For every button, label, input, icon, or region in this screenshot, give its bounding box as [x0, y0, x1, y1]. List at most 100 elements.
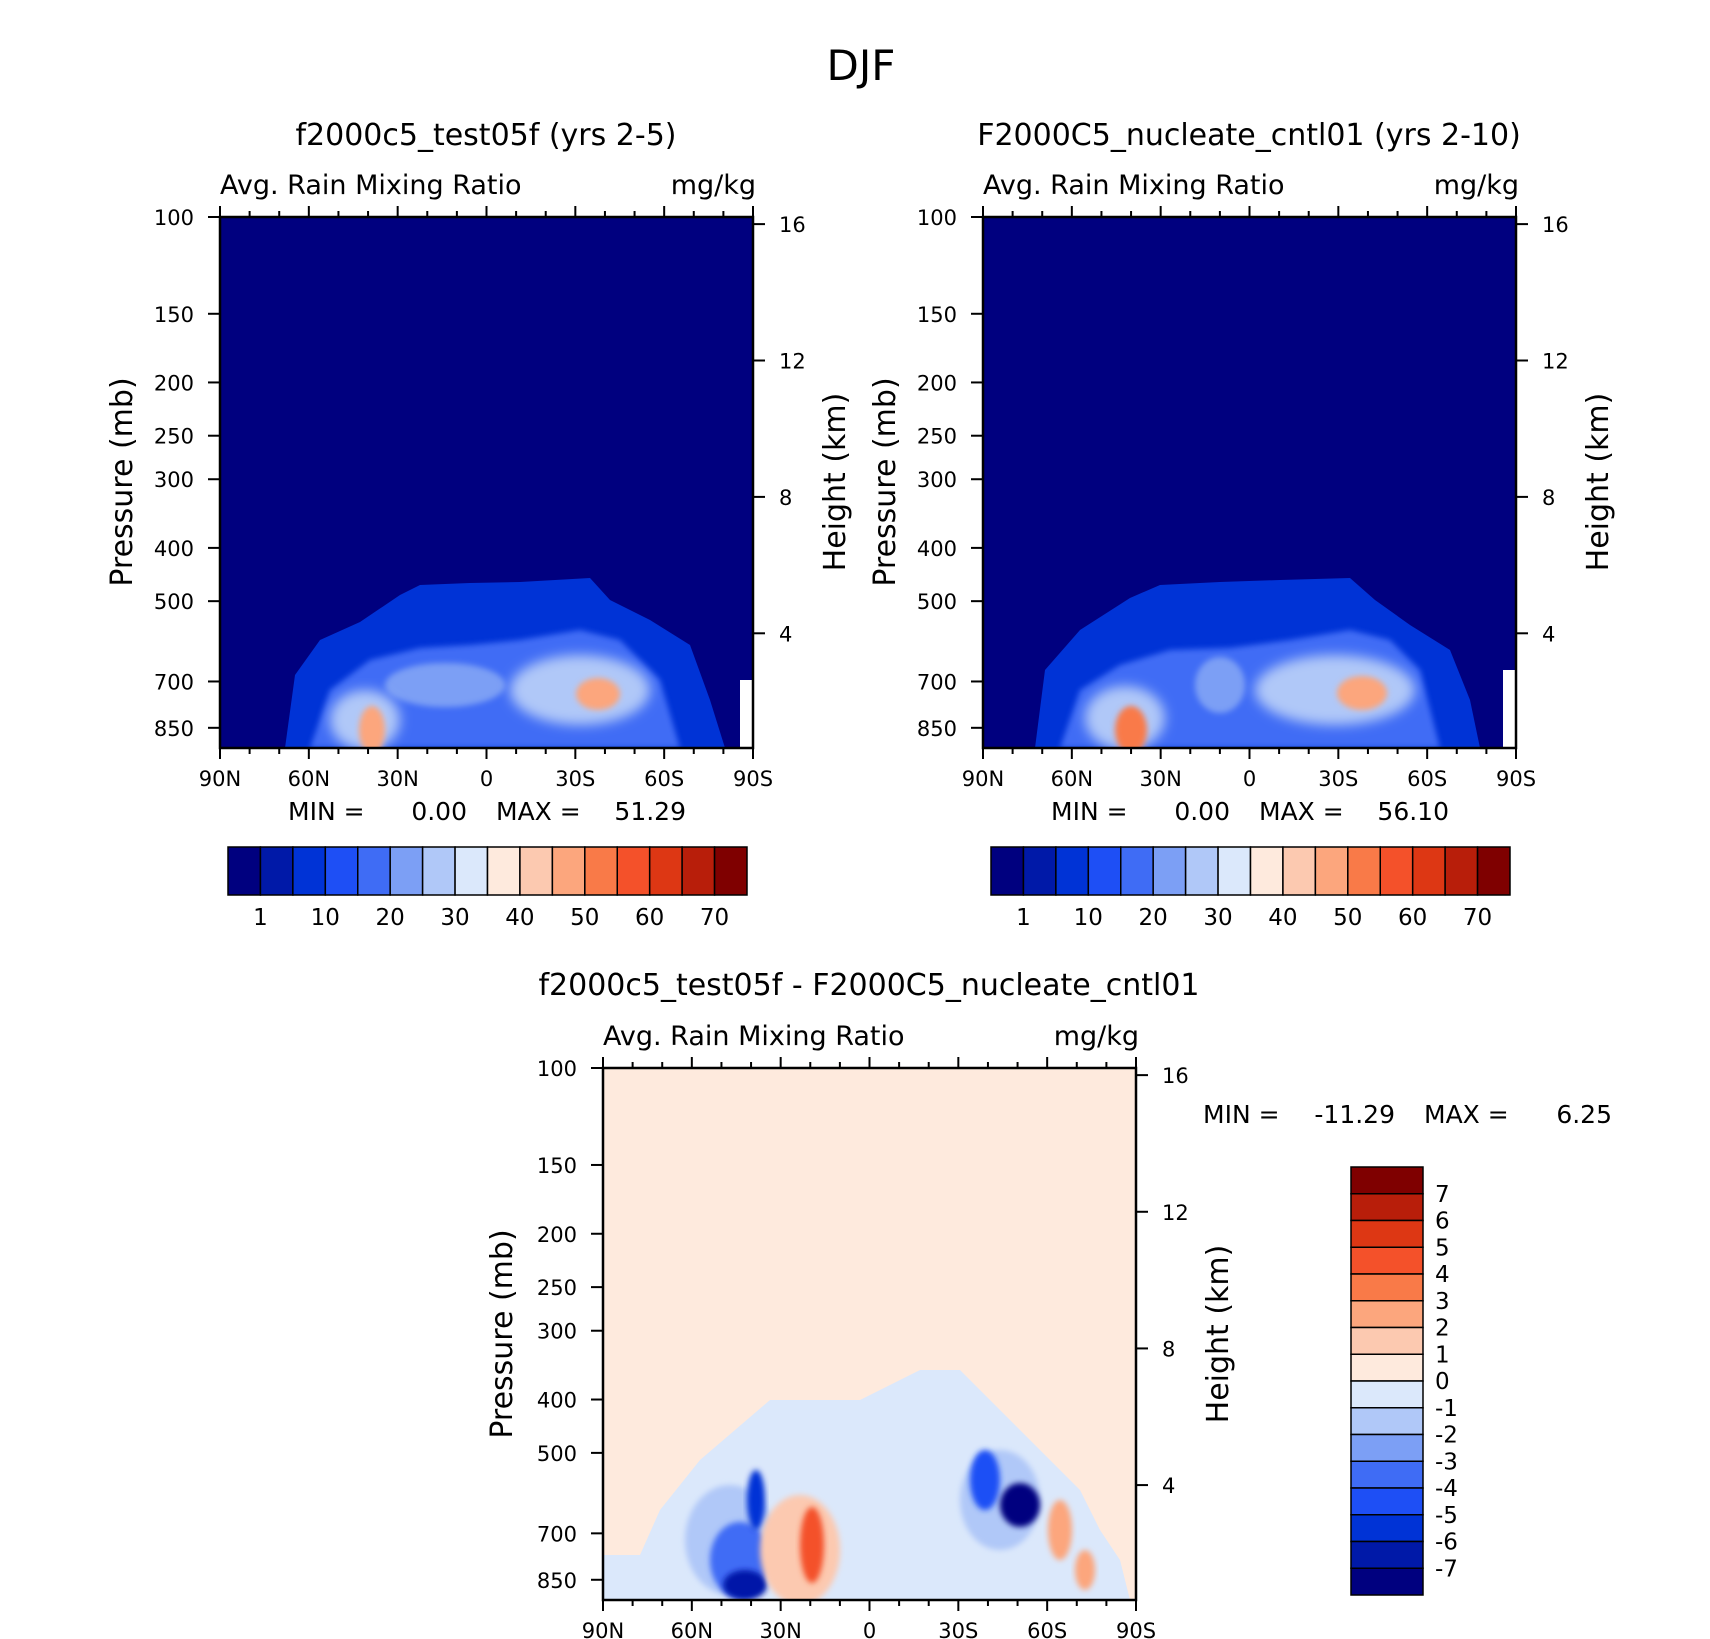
- panel-3-colorbar-box: [1350, 1193, 1424, 1222]
- panel-3-x-tick-label: 60N: [671, 1619, 713, 1639]
- panel-2-colorbar-label: 70: [1463, 905, 1492, 931]
- panel-3-blob-pos-wide: [760, 1495, 840, 1600]
- panel-1-plot-area: [220, 217, 753, 748]
- panel-3-colorbar-box: [1350, 1407, 1424, 1436]
- panel-1-x-tick-label: 0: [480, 767, 493, 791]
- panel-3-colorbar-label: 1: [1435, 1342, 1450, 1368]
- panel-2-colorbar-box: [1120, 846, 1154, 896]
- panel-2-y-tick-label: 850: [917, 717, 957, 741]
- panel-2-colorbar-box: [1444, 846, 1479, 896]
- panel-2-peak-south: [1337, 676, 1387, 710]
- panel-1-colorbar-box: [357, 846, 391, 896]
- panel-3-colorbar-box: [1350, 1166, 1424, 1195]
- panel-2-max-value: 56.10: [1377, 797, 1449, 826]
- panel-3-ylabel-right: Height (km): [1201, 1245, 1236, 1424]
- panel-3-blob-north-min: [747, 1470, 765, 1530]
- panel-2-x-axis: 90N 60N 30N 0 30S 60S 90S: [962, 206, 1536, 791]
- panel-3-min-value: -11.29: [1314, 1100, 1395, 1129]
- panel-2-axes: 90N 60N 30N 0 30S 60S 90S 100 150 200 250 300 400 50…: [917, 206, 1569, 791]
- panel-1-colorbar-box: [324, 846, 359, 896]
- panel-3-colorbar-box: [1350, 1567, 1424, 1596]
- panel-1-y-tick-label: 300: [154, 468, 194, 492]
- panel-3-colorbar-label: -4: [1435, 1476, 1458, 1502]
- panel-3-x-tick-label: 60S: [1027, 1619, 1067, 1639]
- panel-1-y-tick-label: 850: [154, 717, 194, 741]
- panel-2-blob-center: [1195, 657, 1245, 713]
- panel-1-peak-south: [576, 678, 620, 710]
- panel-3-plot-area: [603, 1068, 1136, 1600]
- panel-1-axes: 90N 60N 30N 0 30S 60S 90S 100 150 200 250 300 400 50…: [154, 206, 806, 791]
- panel-2-x-tick-label: 90N: [962, 767, 1004, 791]
- panel-1-max-label: MAX =: [496, 797, 581, 826]
- panel-1-colorbar-box: [519, 846, 554, 896]
- panel-2-blob-south: [1255, 655, 1415, 725]
- panel-2-y-right-tick-label: 12: [1542, 350, 1569, 374]
- panel-2-colorbar-label: 1: [1016, 905, 1031, 931]
- panel-2-y-tick-label: 400: [917, 537, 957, 561]
- panel-3: f2000c5_test05f - F2000C5_nucleate_cntl0…: [485, 968, 1612, 1639]
- panel-3-colorbar-box: [1350, 1380, 1424, 1409]
- panel-2-colorbar-box: [1055, 846, 1090, 896]
- panel-1-colorbar-box: [389, 846, 424, 896]
- panel-3-max-label: MAX =: [1424, 1100, 1509, 1129]
- panel-2-colorbar-box: [1411, 846, 1446, 896]
- panel-1: f2000c5_test05f (yrs 2-5) Avg. Rain Mixi…: [105, 118, 853, 931]
- panel-1-colorbar-box: [227, 846, 262, 896]
- panel-1-colorbar-label: 60: [635, 905, 664, 931]
- panel-1-y-right-tick-label: 4: [779, 622, 792, 646]
- panel-1-min-label: MIN =: [288, 797, 365, 826]
- panel-2-ylabel-right: Height (km): [1581, 393, 1616, 572]
- panel-3-colorbar-label: 7: [1435, 1182, 1450, 1208]
- panel-2-missing-data: [1503, 670, 1516, 748]
- panel-2-y-right-tick-label: 16: [1542, 213, 1569, 237]
- panel-2-y-tick-label: 250: [917, 425, 957, 449]
- panel-1-y-axis-right: 16 12 8 4: [753, 213, 806, 646]
- panel-3-y-tick-label: 100: [537, 1057, 577, 1081]
- panel-1-y-tick-label: 400: [154, 537, 194, 561]
- panel-2-colorbar-box: [1152, 846, 1187, 896]
- panel-1-colorbar-box: [486, 846, 521, 896]
- panel-3-x-tick-label: 90S: [1116, 1619, 1156, 1639]
- panel-3-colorbar-box: [1350, 1326, 1424, 1355]
- panel-1-colorbar-label: 10: [311, 905, 340, 931]
- panel-2-colorbar: 1 10 20 30 40 50 60 70: [990, 846, 1511, 931]
- panel-3-y-axis: 100 150 200 250 300 400 500 700 850: [537, 1057, 603, 1593]
- panel-2-y-tick-label: 100: [917, 206, 957, 230]
- panel-3-blob-pos-max: [800, 1507, 824, 1583]
- panel-3-colorbar-label: -2: [1435, 1423, 1458, 1449]
- panel-3-colorbar-box: [1350, 1273, 1424, 1302]
- panel-3-blob-south-neg-a: [970, 1450, 1000, 1510]
- panel-3-ylabel: Pressure (mb): [485, 1229, 520, 1438]
- panel-2-x-tick-label: 0: [1243, 767, 1256, 791]
- panel-3-colorbar-box: [1350, 1487, 1424, 1516]
- panel-2-colorbar-box: [1217, 846, 1252, 896]
- panel-1-title: f2000c5_test05f (yrs 2-5): [295, 118, 676, 153]
- panel-3-y-tick-label: 500: [537, 1442, 577, 1466]
- panel-1-colorbar-box: [713, 846, 748, 896]
- panel-2-peak-north: [1115, 706, 1147, 748]
- panel-3-x-tick-label: 30S: [938, 1619, 978, 1639]
- panel-3-blob-far-south-pos: [1075, 1550, 1095, 1590]
- panel-2-colorbar-box: [990, 846, 1025, 896]
- panel-2: F2000C5_nucleate_cntl01 (yrs 2-10) Avg. …: [868, 118, 1616, 931]
- panel-1-colorbar-box: [292, 846, 327, 896]
- panel-3-min-label: MIN =: [1203, 1100, 1280, 1129]
- panel-3-y-right-tick-label: 16: [1162, 1064, 1189, 1088]
- panel-2-plot-area: [983, 217, 1516, 748]
- panel-2-min-label: MIN =: [1051, 797, 1128, 826]
- panel-2-units: mg/kg: [1434, 170, 1519, 201]
- figure-title: DJF: [827, 41, 896, 90]
- panel-1-colorbar-box: [648, 846, 683, 896]
- panel-3-y-tick-label: 850: [537, 1569, 577, 1593]
- panel-1-y-right-tick-label: 12: [779, 350, 806, 374]
- panel-1-y-axis: 100 150 200 250 300 400 500 700 850: [154, 206, 220, 741]
- panel-3-colorbar-box: [1350, 1300, 1424, 1329]
- panel-2-y-right-tick-label: 8: [1542, 486, 1555, 510]
- panel-2-colorbar-box: [1347, 846, 1381, 896]
- panel-3-variable: Avg. Rain Mixing Ratio: [603, 1021, 905, 1052]
- panel-1-x-tick-label: 90N: [199, 767, 241, 791]
- panel-3-colorbar-box: [1350, 1219, 1424, 1248]
- panel-2-y-tick-label: 300: [917, 468, 957, 492]
- panel-1-colorbar-label: 20: [376, 905, 405, 931]
